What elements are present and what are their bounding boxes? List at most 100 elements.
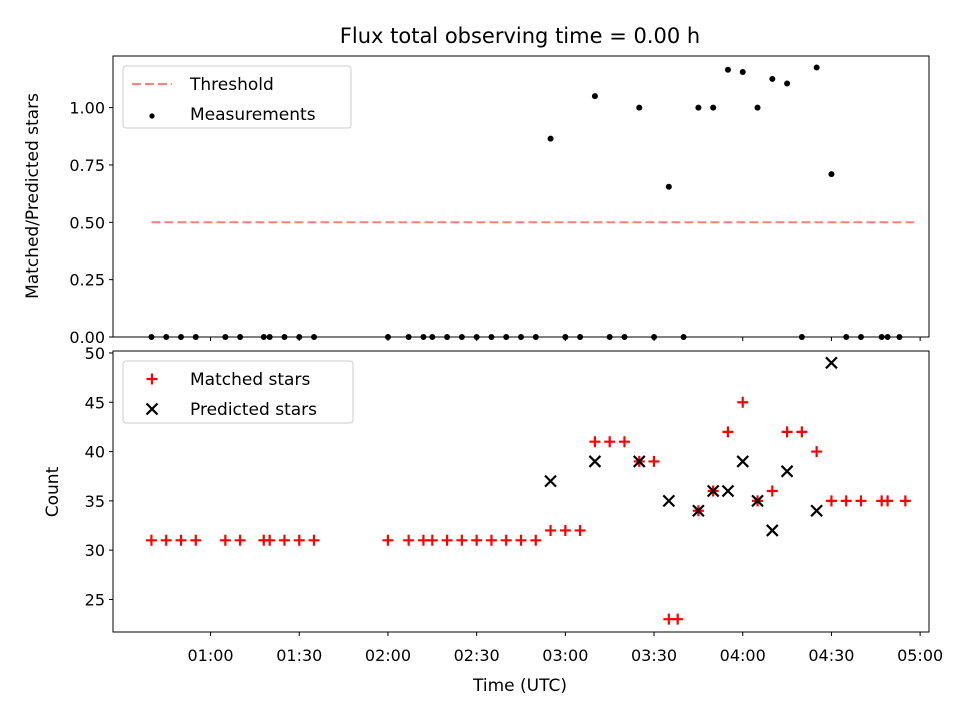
- matched-stars-point: [766, 485, 778, 497]
- measurements-point: [562, 334, 569, 340]
- measurements-point: [405, 334, 412, 340]
- matched-stars-point: [426, 534, 438, 546]
- y-tick-label: 1.00: [69, 99, 105, 118]
- measurements-point: [896, 334, 903, 340]
- matched-stars-point: [672, 613, 684, 625]
- matched-stars-point: [781, 426, 793, 438]
- matched-stars-point: [604, 436, 616, 448]
- matched-stars-point: [293, 534, 305, 546]
- x-tick-label: 01:00: [188, 646, 234, 665]
- legend-frame: [122, 360, 354, 424]
- predicted-stars-point: [662, 494, 676, 508]
- measurements-point: [488, 334, 495, 340]
- x-tick-label: 01:30: [276, 646, 322, 665]
- matched-stars-point: [515, 534, 527, 546]
- measurements-point: [636, 104, 643, 111]
- matched-stars-point: [825, 495, 837, 507]
- bottom-y-axis-label: Count: [43, 466, 63, 517]
- x-tick-label: 02:00: [365, 646, 411, 665]
- y-tick-label: 0.75: [69, 156, 105, 175]
- legend-frame: [122, 65, 352, 129]
- measurements-point: [260, 334, 267, 340]
- legend-swatch-predicted-stars: [145, 402, 159, 416]
- measurements-point: [784, 80, 791, 87]
- measurements-point: [296, 334, 303, 340]
- measurements-point: [724, 66, 731, 73]
- x-tick-label: 04:30: [808, 646, 854, 665]
- measurements-point: [695, 104, 702, 111]
- matched-stars-point: [737, 396, 749, 408]
- legend-label-measurements: Measurements: [190, 105, 316, 125]
- measurements-point: [518, 334, 524, 340]
- matched-stars-point: [219, 534, 231, 546]
- measurements-point: [828, 171, 835, 178]
- matched-stars-point: [840, 495, 852, 507]
- measurements-point: [458, 334, 465, 340]
- measurements-point: [739, 69, 746, 76]
- legend: Threshold Measurements: [122, 65, 352, 129]
- measurements-point: [178, 334, 184, 340]
- matched-stars-point: [574, 524, 586, 536]
- x-tick-label: 03:30: [631, 646, 677, 665]
- matched-stars-point: [589, 436, 601, 448]
- matched-stars-point: [278, 534, 290, 546]
- chart-title: Flux total observing time = 0.00 h: [340, 24, 700, 48]
- legend-swatch-measurements: [149, 113, 155, 119]
- x-tick-label: 03:00: [542, 646, 588, 665]
- predicted-stars-point: [721, 484, 735, 498]
- x-tick-label: 05:00: [897, 646, 943, 665]
- measurements-point: [503, 334, 510, 340]
- top-panel-ratio: 0.00 0.25 0.50 0.75 1.00 Threshold Measurement…: [69, 55, 930, 347]
- matched-stars-point: [175, 534, 187, 546]
- measurements-point: [769, 75, 776, 82]
- y-tick-label: 45: [85, 393, 105, 412]
- measurements-point: [858, 334, 864, 340]
- measurements-point: [281, 334, 288, 340]
- matched-stars-point: [722, 426, 734, 438]
- measurements-point: [532, 334, 539, 340]
- matched-stars-point: [899, 495, 911, 507]
- matched-stars-point: [471, 534, 483, 546]
- matched-stars-point: [441, 534, 453, 546]
- matched-stars-point: [855, 495, 867, 507]
- axes-frame: [112, 350, 930, 633]
- measurements-point: [651, 334, 658, 340]
- x-tick-label: 02:30: [454, 646, 500, 665]
- matched-stars-point: [264, 534, 276, 546]
- measurements-point: [754, 104, 761, 111]
- predicted-stars-point: [706, 484, 720, 498]
- matched-stars-point: [648, 455, 660, 467]
- bottom-panel-count: 25 30 35 40 45 50 01:00 01:30 02:00 02:30 03:00 03:…: [85, 344, 944, 665]
- matched-stars-point: [796, 426, 808, 438]
- measurements-point: [843, 334, 850, 340]
- measurements-point: [473, 334, 480, 340]
- measurements-point: [665, 183, 672, 190]
- predicted-stars-point: [588, 455, 602, 468]
- measurements-point: [798, 334, 805, 340]
- matched-stars-point: [530, 534, 542, 546]
- y-tick-label: 0.25: [69, 271, 105, 290]
- measurements-point: [813, 64, 820, 71]
- measurements-point: [878, 334, 885, 340]
- measurements-point: [680, 334, 687, 340]
- measurements-point: [222, 334, 229, 340]
- measurements-point: [547, 135, 554, 142]
- predicted-stars-point: [780, 465, 794, 478]
- legend-label-matched-stars: Matched stars: [190, 370, 310, 390]
- matched-stars-point: [234, 534, 246, 546]
- y-tick-label: 0.50: [69, 213, 105, 232]
- predicted-stars-point: [632, 455, 646, 468]
- predicted-stars-point: [825, 356, 838, 370]
- y-tick-label: 0.00: [69, 328, 105, 347]
- measurements-point: [237, 334, 244, 340]
- measurements-point: [192, 334, 199, 340]
- predicted-stars-point: [810, 504, 823, 518]
- measurements-point: [606, 334, 613, 340]
- measurements-point: [884, 334, 891, 340]
- predicted-stars-point: [736, 455, 750, 468]
- matched-stars-point: [403, 534, 415, 546]
- measurements-point: [591, 93, 598, 100]
- matched-stars-point: [308, 534, 320, 546]
- measurements-point: [163, 334, 170, 340]
